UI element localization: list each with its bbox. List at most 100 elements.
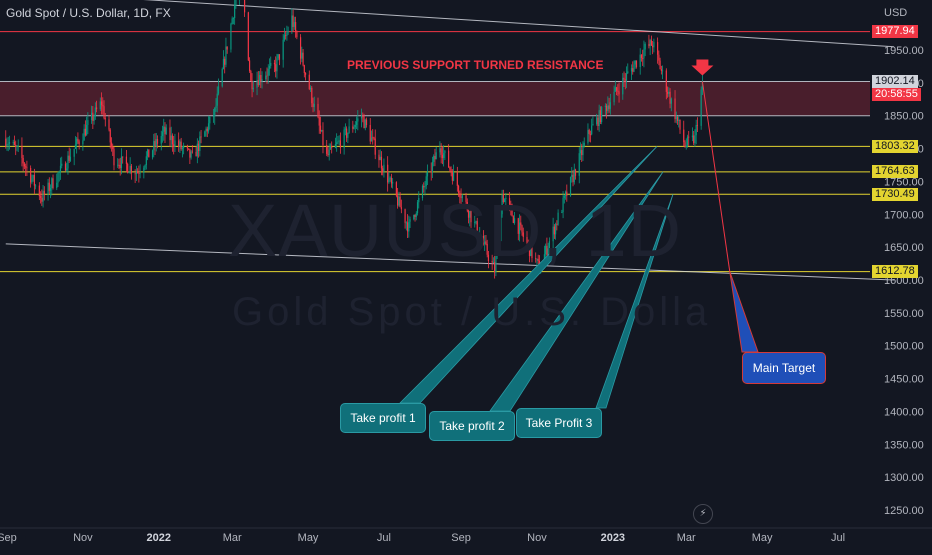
candle [165, 124, 167, 135]
candle [252, 80, 254, 93]
candle-body [644, 43, 646, 50]
candle-body [564, 191, 567, 196]
candle [108, 114, 110, 132]
candle [582, 141, 584, 161]
candle [102, 97, 104, 115]
replay-icon[interactable]: ⚡ [693, 504, 713, 524]
candle-body [120, 156, 123, 169]
candle-body [318, 117, 320, 126]
candle-body [555, 223, 557, 235]
candle [200, 130, 202, 144]
take-profit-3-callout[interactable]: Take Profit 3 [516, 408, 602, 438]
candle-body [440, 148, 442, 155]
candle-body [328, 149, 330, 156]
candle-body [212, 116, 215, 118]
candle [653, 38, 655, 53]
candle-body [188, 148, 190, 150]
candle [475, 220, 477, 225]
candle [352, 120, 354, 133]
candle [319, 116, 322, 134]
main-target-callout[interactable]: Main Target [742, 352, 826, 384]
x-tick-label: 2022 [147, 532, 171, 544]
candle [537, 254, 539, 265]
candle-body [143, 167, 145, 173]
candle-body [16, 146, 18, 147]
candle [430, 162, 432, 181]
candle-body [52, 178, 54, 189]
candle [118, 158, 120, 169]
take-profit-1-callout[interactable]: Take profit 1 [340, 403, 426, 433]
candle [299, 34, 302, 65]
candle [23, 161, 26, 170]
candle [235, 0, 237, 9]
candle [225, 37, 227, 68]
candle-body [399, 196, 401, 208]
candle [179, 139, 181, 153]
candle [640, 54, 643, 62]
candle [196, 138, 198, 164]
candle [613, 85, 615, 106]
candle [250, 69, 252, 82]
candle-body [145, 156, 147, 166]
candle [392, 178, 394, 189]
candle-body [313, 103, 315, 107]
candle-body [652, 45, 654, 48]
candle-body [78, 141, 80, 145]
y-tick-label: 1750.00 [884, 176, 924, 188]
candle [522, 227, 524, 242]
candle-body [426, 171, 429, 177]
candle [22, 154, 24, 172]
candle [535, 252, 537, 263]
candle-body [153, 141, 155, 151]
candle-body [441, 154, 444, 159]
candle-body [695, 125, 697, 136]
candle-body [196, 143, 198, 157]
candle-body [400, 207, 402, 210]
candle [443, 145, 445, 167]
candle [33, 168, 35, 195]
candle-body [456, 172, 458, 186]
candle [564, 190, 567, 200]
candle [94, 102, 96, 120]
candle [425, 172, 427, 190]
candle-body [513, 218, 516, 223]
candle [365, 117, 368, 128]
candle-body [334, 143, 337, 148]
candle [32, 174, 34, 182]
candle-body [510, 204, 512, 208]
candle-body [87, 120, 89, 125]
candle-body [266, 75, 268, 77]
candle-body [26, 167, 28, 169]
candle [38, 182, 40, 201]
candle [374, 129, 376, 160]
candle-body [214, 108, 216, 117]
candle [197, 140, 200, 158]
candle-body [536, 258, 538, 260]
candle [383, 158, 385, 178]
candle-body [592, 124, 594, 126]
candle-body [650, 40, 652, 46]
candle-body [43, 190, 45, 195]
symbol-title[interactable]: Gold Spot / U.S. Dollar, 1D, FX [6, 6, 171, 20]
candle-body [557, 212, 559, 225]
candle-body [222, 58, 225, 69]
candle-body [491, 261, 493, 263]
candle-body [635, 60, 638, 67]
candle [624, 73, 626, 90]
candle-body [110, 142, 113, 147]
take-profit-2-callout[interactable]: Take profit 2 [429, 411, 515, 441]
candle-body [469, 211, 471, 218]
resistance-annotation[interactable]: PREVIOUS SUPPORT TURNED RESISTANCE [347, 58, 604, 72]
candle [204, 130, 206, 137]
candle [622, 73, 624, 100]
candle [587, 123, 589, 145]
candle [232, 17, 235, 25]
candle-body [286, 32, 288, 37]
candle [169, 119, 171, 147]
candle [59, 157, 62, 180]
candle [633, 60, 635, 73]
candle [615, 86, 618, 96]
candle [476, 217, 478, 239]
